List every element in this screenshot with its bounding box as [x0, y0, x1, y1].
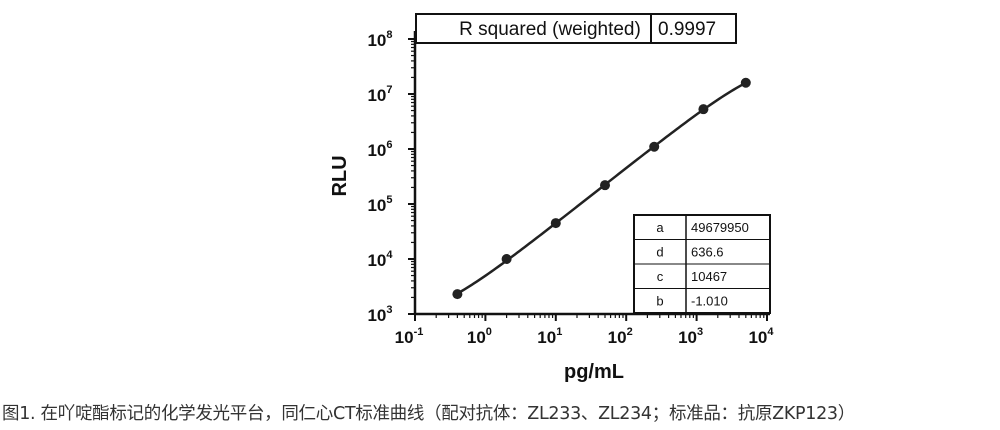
x-tick-label: 102 [608, 326, 633, 347]
y-tick-label: 103 [367, 304, 392, 325]
parameter-name: b [656, 294, 663, 309]
figure-caption: 图1. 在吖啶酯标记的化学发光平台，同仁心CT标准曲线（配对抗体：ZL233、Z… [2, 404, 855, 424]
y-tick-label: 106 [367, 139, 392, 160]
y-tick-label: 107 [367, 84, 392, 105]
y-tick-label: 105 [367, 194, 392, 215]
r-squared-box: R squared (weighted) 0.9997 [415, 13, 737, 44]
parameter-value: 636.6 [691, 245, 724, 260]
parameter-table: a 49679950 d 636.6 c 10467 b -1.010 [633, 214, 771, 314]
x-tick-label: 103 [678, 326, 703, 347]
data-point [698, 104, 709, 115]
parameter-value: -1.010 [691, 294, 728, 309]
standard-curve-chart: 10-1 100 101 102 103 104 103 104 105 106 107 108 p… [329, 13, 774, 383]
y-axis-title: RLU [329, 155, 351, 196]
r-squared-value: 0.9997 [658, 19, 716, 40]
x-tick-label: 100 [467, 326, 492, 347]
x-axis-ticks: 10-1 100 101 102 103 104 [395, 314, 774, 347]
parameter-name: d [656, 245, 663, 260]
data-point [550, 218, 561, 229]
x-tick-label: 101 [537, 326, 562, 347]
x-axis-title: pg/mL [564, 361, 624, 383]
data-point [600, 180, 611, 191]
x-tick-label: 10-1 [395, 326, 424, 347]
y-tick-label: 104 [367, 249, 393, 270]
data-point [452, 289, 463, 300]
data-point [649, 141, 660, 152]
y-tick-label: 108 [367, 29, 392, 50]
parameter-value: 49679950 [691, 220, 749, 235]
x-tick-label: 104 [748, 326, 774, 347]
r-squared-label: R squared (weighted) [459, 19, 641, 40]
parameter-name: c [657, 269, 664, 284]
data-points [452, 77, 751, 300]
parameter-value: 10467 [691, 269, 727, 284]
parameter-name: a [656, 220, 664, 235]
data-point [740, 77, 751, 88]
y-axis-ticks: 103 104 105 106 107 108 [367, 29, 415, 325]
data-point [501, 254, 512, 264]
